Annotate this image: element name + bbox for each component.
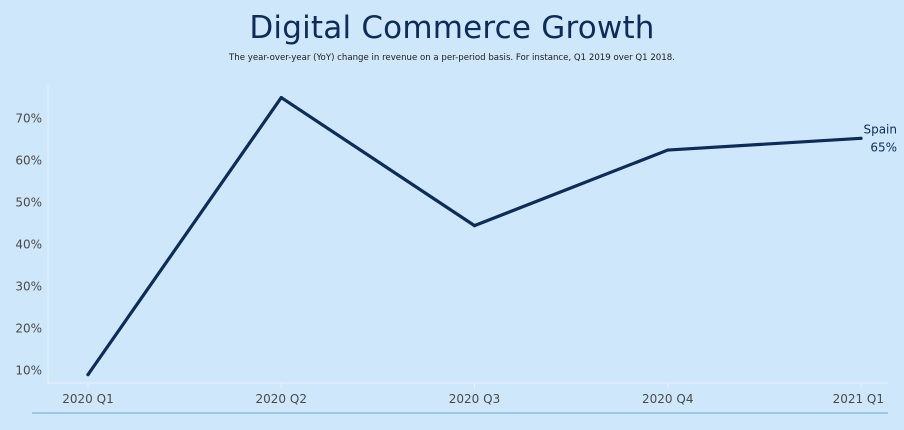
y-tick-label: 50% [15, 196, 42, 210]
y-tick-label: 60% [15, 154, 42, 168]
data-point [666, 148, 670, 152]
x-tick-label: 2020 Q3 [449, 392, 500, 406]
y-tick-label: 70% [15, 112, 42, 126]
chart-title: Digital Commerce Growth [249, 10, 655, 46]
y-tick-label: 10% [15, 363, 42, 377]
series-value-label: 65% [870, 140, 897, 154]
axes: 10% 20% 30% 40% 50% 60% 70% 2020 Q1 2020 Q2 2020 … [15, 85, 888, 414]
y-tick-label: 30% [15, 279, 42, 293]
x-tick-label: 2020 Q1 [62, 392, 113, 406]
plot-area [86, 95, 863, 377]
data-point [472, 224, 477, 228]
data-point [279, 95, 283, 100]
x-tick-label: 2020 Q2 [256, 392, 307, 406]
chart-subtitle: The year-over-year (YoY) change in reven… [229, 53, 675, 63]
y-tick-label: 20% [15, 321, 42, 335]
x-tick-label: 2020 Q4 [642, 392, 693, 406]
data-point [86, 373, 90, 377]
series-line-spain [86, 95, 863, 377]
series-labels: Spain 65% [863, 122, 897, 154]
series-name-label: Spain [863, 122, 897, 136]
x-tick-label: 2021 Q1 [833, 392, 884, 406]
y-tick-label: 40% [15, 237, 42, 251]
data-point [859, 136, 863, 140]
